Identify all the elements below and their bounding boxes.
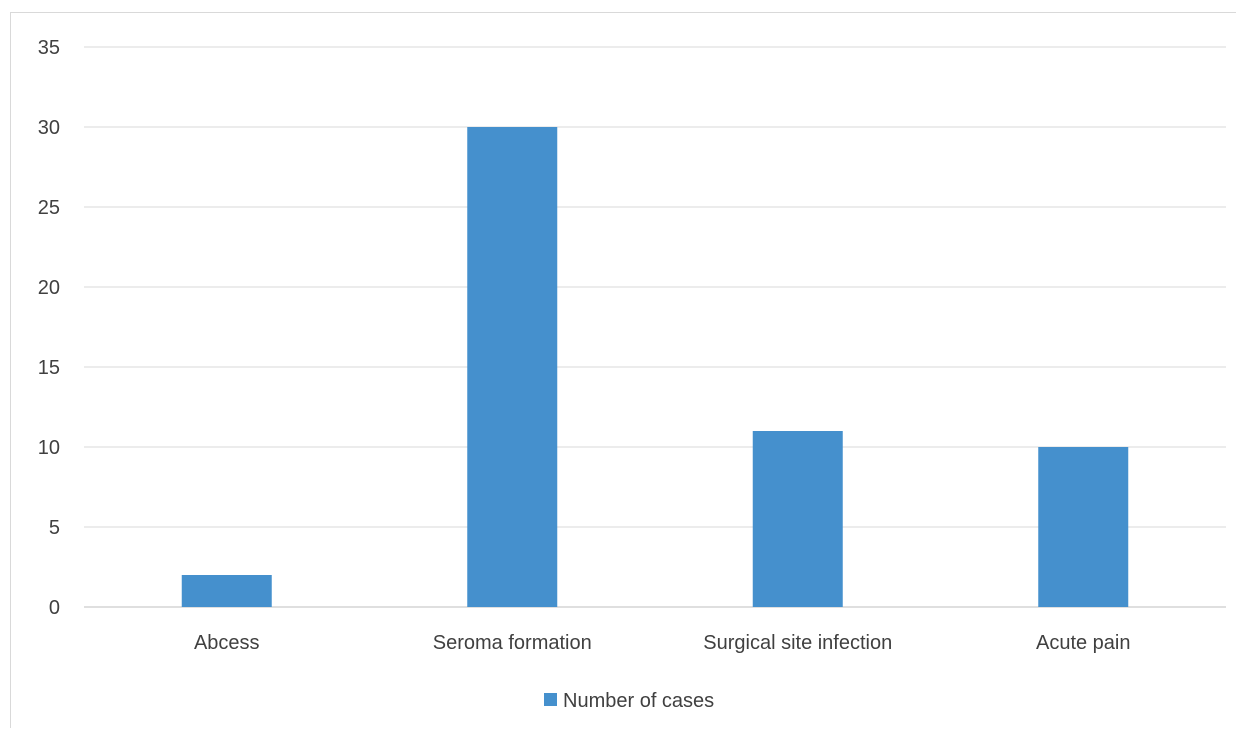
x-category-label: Surgical site infection bbox=[703, 632, 892, 654]
gridlines bbox=[84, 46, 1226, 608]
y-tick-label: 15 bbox=[38, 357, 60, 379]
y-axis-tick-labels: 0 5 10 15 20 25 30 35 bbox=[38, 37, 60, 619]
bar bbox=[752, 431, 843, 607]
legend-swatch bbox=[544, 693, 557, 706]
bar bbox=[181, 575, 272, 607]
y-tick-label: 10 bbox=[38, 437, 60, 459]
bars bbox=[181, 127, 1129, 607]
chart-frame bbox=[10, 12, 1236, 728]
x-axis-category-labels: Abcess Seroma formation Surgical site infe… bbox=[194, 632, 1131, 654]
x-category-label: Seroma formation bbox=[433, 632, 592, 654]
legend: Number of cases bbox=[544, 690, 714, 712]
x-category-label: Abcess bbox=[194, 632, 260, 654]
y-tick-label: 35 bbox=[38, 37, 60, 59]
y-tick-label: 0 bbox=[49, 597, 60, 619]
y-tick-label: 25 bbox=[38, 197, 60, 219]
y-tick-label: 5 bbox=[49, 517, 60, 539]
y-tick-label: 20 bbox=[38, 277, 60, 299]
y-tick-label: 30 bbox=[38, 117, 60, 139]
x-category-label: Acute pain bbox=[1036, 632, 1131, 654]
bar bbox=[1038, 447, 1129, 607]
legend-label: Number of cases bbox=[563, 690, 714, 712]
bar bbox=[467, 127, 558, 607]
